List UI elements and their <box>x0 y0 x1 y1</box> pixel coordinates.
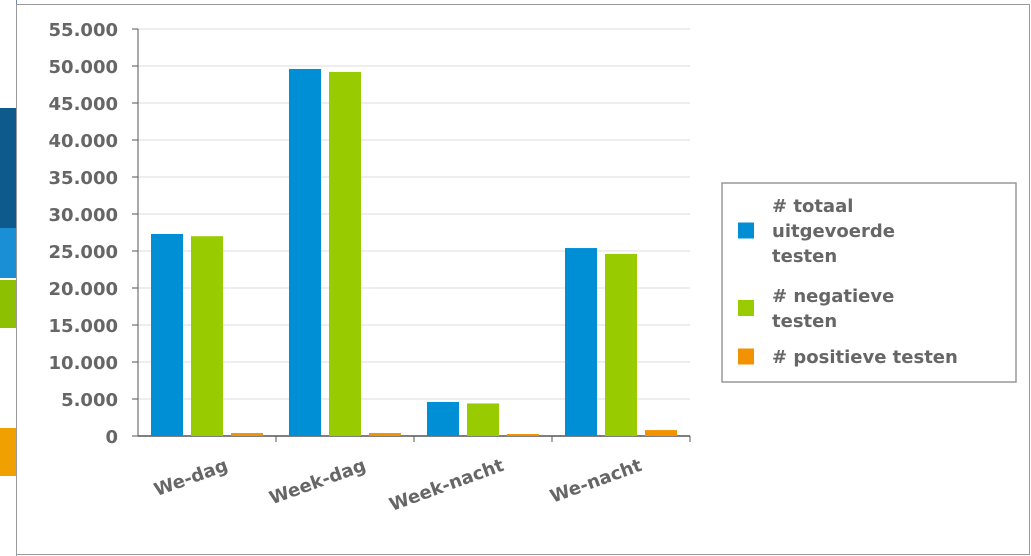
y-tick-label: 45.000 <box>49 94 118 115</box>
bar-week-dag-series-2 <box>329 71 361 437</box>
left-edge-panel-4 <box>0 280 16 328</box>
y-tick-label: 25.000 <box>49 242 118 263</box>
bar-we-dag-series-2 <box>191 236 223 436</box>
legend-swatch <box>738 348 754 365</box>
legend-box <box>721 182 1017 383</box>
left-edge-panel-2 <box>0 108 16 228</box>
axes <box>132 28 691 442</box>
legend-label: uitgevoerde <box>772 221 895 242</box>
legend-swatch <box>738 300 754 316</box>
y-tick-label: 10.000 <box>49 353 118 374</box>
chart-frame <box>16 4 1030 555</box>
bar-we-nacht-series-3 <box>645 430 677 436</box>
y-tick-label: 40.000 <box>49 131 118 152</box>
x-category-label: Week-dag <box>267 455 369 509</box>
grid-lines <box>138 28 690 400</box>
legend-label: # positieve testen <box>772 347 958 368</box>
y-tick-label: 50.000 <box>49 57 118 78</box>
bar-we-dag-series-1 <box>151 233 183 436</box>
y-tick-label: 30.000 <box>49 205 118 226</box>
y-tick-label: 0 <box>105 427 118 448</box>
bars <box>151 68 677 437</box>
x-category-label: Week-nacht <box>387 455 507 516</box>
legend-label: testen <box>772 311 837 332</box>
y-tick-label: 55.000 <box>49 20 118 41</box>
bar-week-dag-series-3 <box>369 433 401 436</box>
bar-week-nacht-series-2 <box>467 403 499 436</box>
left-edge-panel-3 <box>0 228 16 278</box>
left-edge-panel-5 <box>0 428 16 476</box>
legend-swatch <box>738 222 754 239</box>
bar-week-nacht-series-1 <box>427 401 459 436</box>
legend: # totaal uitgevoerde testen # negatieve test… <box>721 182 1017 383</box>
y-tick-label: 5.000 <box>61 390 118 411</box>
legend-label: testen <box>772 246 837 267</box>
y-tick-label: 20.000 <box>49 279 118 300</box>
bar-week-dag-series-1 <box>289 68 321 437</box>
bar-we-nacht-series-1 <box>565 248 597 436</box>
x-category-label: We-nacht <box>547 455 645 508</box>
legend-label: # negatieve <box>772 286 894 307</box>
legend-label: # totaal <box>772 196 853 217</box>
x-category-label: We-dag <box>151 455 230 501</box>
bar-we-nacht-series-2 <box>605 253 637 436</box>
bar-week-nacht-series-3 <box>507 434 539 436</box>
bar-we-dag-series-3 <box>231 433 263 436</box>
y-tick-label: 35.000 <box>49 168 118 189</box>
y-tick-label: 15.000 <box>49 316 118 337</box>
